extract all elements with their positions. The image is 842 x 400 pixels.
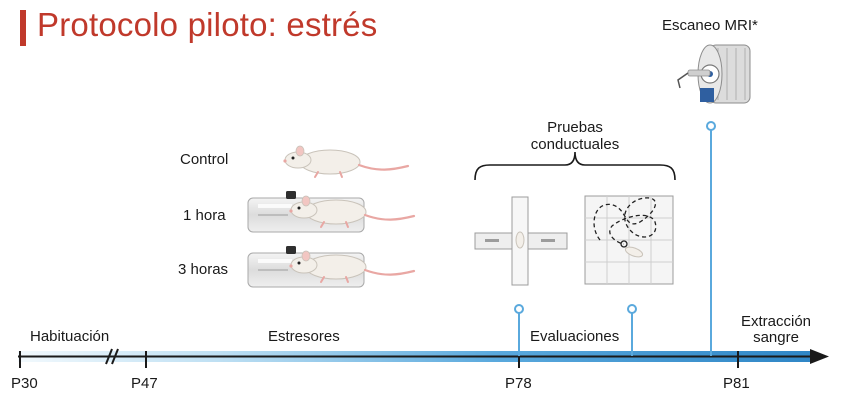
period-habituation: Habituación <box>30 328 110 345</box>
timeline-arrowhead <box>810 349 829 364</box>
period-blood-extraction: Extracción sangre <box>741 314 811 346</box>
tick-p81: P81 <box>723 375 750 392</box>
marker-plus-maze <box>514 304 524 356</box>
restraint-tube-icon <box>247 191 416 233</box>
marker-open-field <box>627 304 637 356</box>
open-field-icon <box>584 195 674 285</box>
mri-scan-label: Escaneo MRI* <box>662 17 758 34</box>
behavioral-tests-label-line2: conductuales <box>530 136 620 153</box>
plus-maze-icon <box>474 196 568 286</box>
period-blood-extraction-line1: Extracción <box>740 313 812 330</box>
period-blood-extraction-line2: sangre <box>753 329 799 346</box>
group-label-control: Control <box>180 151 229 168</box>
title-accent-bar <box>20 10 26 46</box>
behavioral-tests-label: Pruebas conductuales <box>531 119 619 153</box>
axis-break-icon <box>105 348 119 365</box>
tick-p30: P30 <box>11 375 38 392</box>
group-label-1h: 1 hora <box>183 207 226 224</box>
mri-scanner-icon <box>677 44 751 104</box>
tick-p78: P78 <box>505 375 532 392</box>
tick-p47: P47 <box>131 375 158 392</box>
group-label-3h: 3 horas <box>178 261 229 278</box>
marker-mri-scan <box>706 121 716 356</box>
rat-icon <box>282 144 410 179</box>
page-title: Protocolo piloto: estrés <box>37 6 378 43</box>
period-evaluations: Evaluaciones <box>530 328 620 345</box>
behavioral-tests-label-line1: Pruebas <box>547 119 603 136</box>
restraint-tube-icon <box>247 246 416 288</box>
period-stressors: Estresores <box>268 328 340 345</box>
tests-brace <box>474 151 676 181</box>
